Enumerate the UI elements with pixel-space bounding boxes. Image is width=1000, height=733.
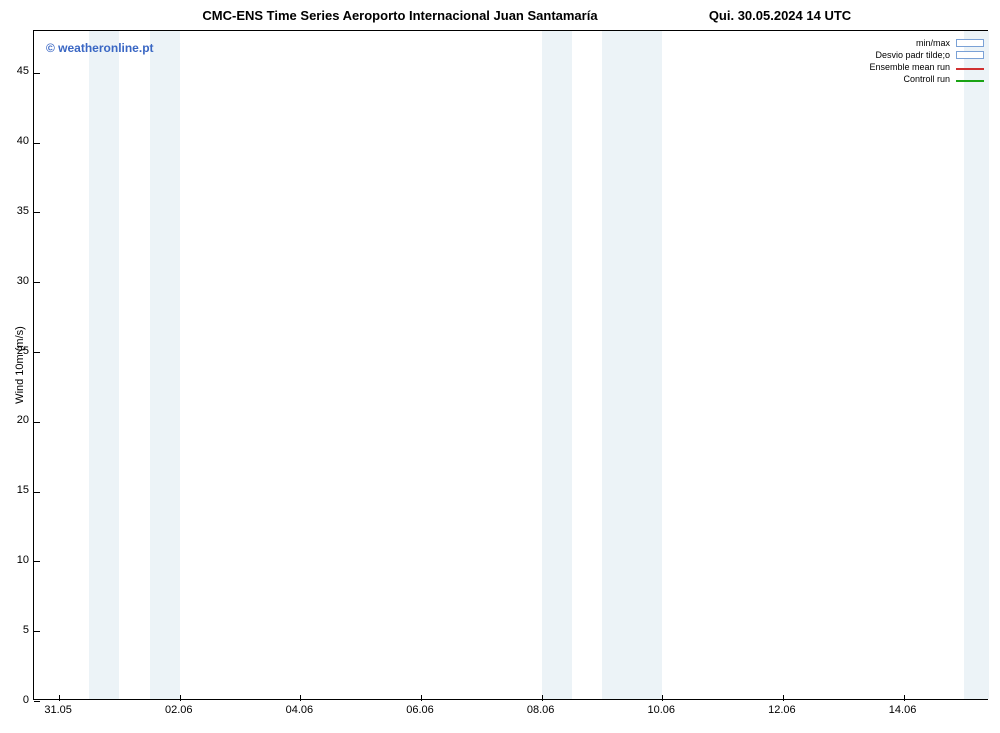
y-tick-label: 40	[3, 135, 29, 147]
x-tick-label: 08.06	[516, 704, 566, 716]
y-tick-label: 20	[3, 414, 29, 426]
x-tick-label: 31.05	[33, 704, 83, 716]
chart-title-right: Qui. 30.05.2024 14 UTC	[670, 8, 890, 23]
legend-swatch	[956, 39, 984, 47]
y-tick	[34, 73, 40, 74]
y-tick-label: 5	[3, 624, 29, 636]
legend-label: Ensemble mean run	[869, 61, 956, 73]
y-tick-label: 0	[3, 694, 29, 706]
y-tick-label: 30	[3, 275, 29, 287]
legend-swatch	[956, 51, 984, 59]
x-tick-label: 10.06	[636, 704, 686, 716]
x-tick-label: 12.06	[757, 704, 807, 716]
weekend-band	[89, 31, 119, 699]
y-tick	[34, 352, 40, 353]
x-tick-label: 14.06	[878, 704, 928, 716]
legend-label: min/max	[916, 37, 956, 49]
y-tick-label: 15	[3, 484, 29, 496]
x-tick-label: 04.06	[274, 704, 324, 716]
legend-swatch	[956, 68, 984, 70]
x-tick	[542, 695, 543, 701]
y-tick	[34, 212, 40, 213]
x-tick	[904, 695, 905, 701]
x-tick	[300, 695, 301, 701]
x-tick	[180, 695, 181, 701]
y-tick-label: 35	[3, 205, 29, 217]
legend-swatch	[956, 80, 984, 82]
x-tick	[662, 695, 663, 701]
y-tick	[34, 701, 40, 702]
y-tick	[34, 561, 40, 562]
y-tick-label: 10	[3, 554, 29, 566]
weekend-band	[150, 31, 180, 699]
weekend-band	[542, 31, 572, 699]
legend-item: min/max	[869, 37, 984, 49]
x-tick-label: 06.06	[395, 704, 445, 716]
y-tick	[34, 422, 40, 423]
x-tick	[59, 695, 60, 701]
x-tick	[783, 695, 784, 701]
chart-container: CMC-ENS Time Series Aeroporto Internacio…	[0, 0, 1000, 733]
weekend-band	[602, 31, 662, 699]
watermark-text: © weatheronline.pt	[46, 41, 154, 55]
legend-label: Controll run	[903, 73, 956, 85]
y-tick-label: 45	[3, 65, 29, 77]
legend-item: Desvio padr tilde;o	[869, 49, 984, 61]
x-tick-label: 02.06	[154, 704, 204, 716]
y-tick	[34, 143, 40, 144]
y-tick-label: 25	[3, 345, 29, 357]
y-tick	[34, 492, 40, 493]
y-tick	[34, 282, 40, 283]
legend-item: Controll run	[869, 73, 984, 85]
legend-item: Ensemble mean run	[869, 61, 984, 73]
x-tick	[421, 695, 422, 701]
weekend-band	[964, 31, 989, 699]
plot-area: © weatheronline.pt min/maxDesvio padr ti…	[33, 30, 988, 700]
y-axis-label: Wind 10m (m/s)	[14, 305, 26, 425]
legend: min/maxDesvio padr tilde;oEnsemble mean …	[869, 37, 984, 85]
legend-label: Desvio padr tilde;o	[875, 49, 956, 61]
y-tick	[34, 631, 40, 632]
chart-title-left: CMC-ENS Time Series Aeroporto Internacio…	[200, 8, 600, 23]
